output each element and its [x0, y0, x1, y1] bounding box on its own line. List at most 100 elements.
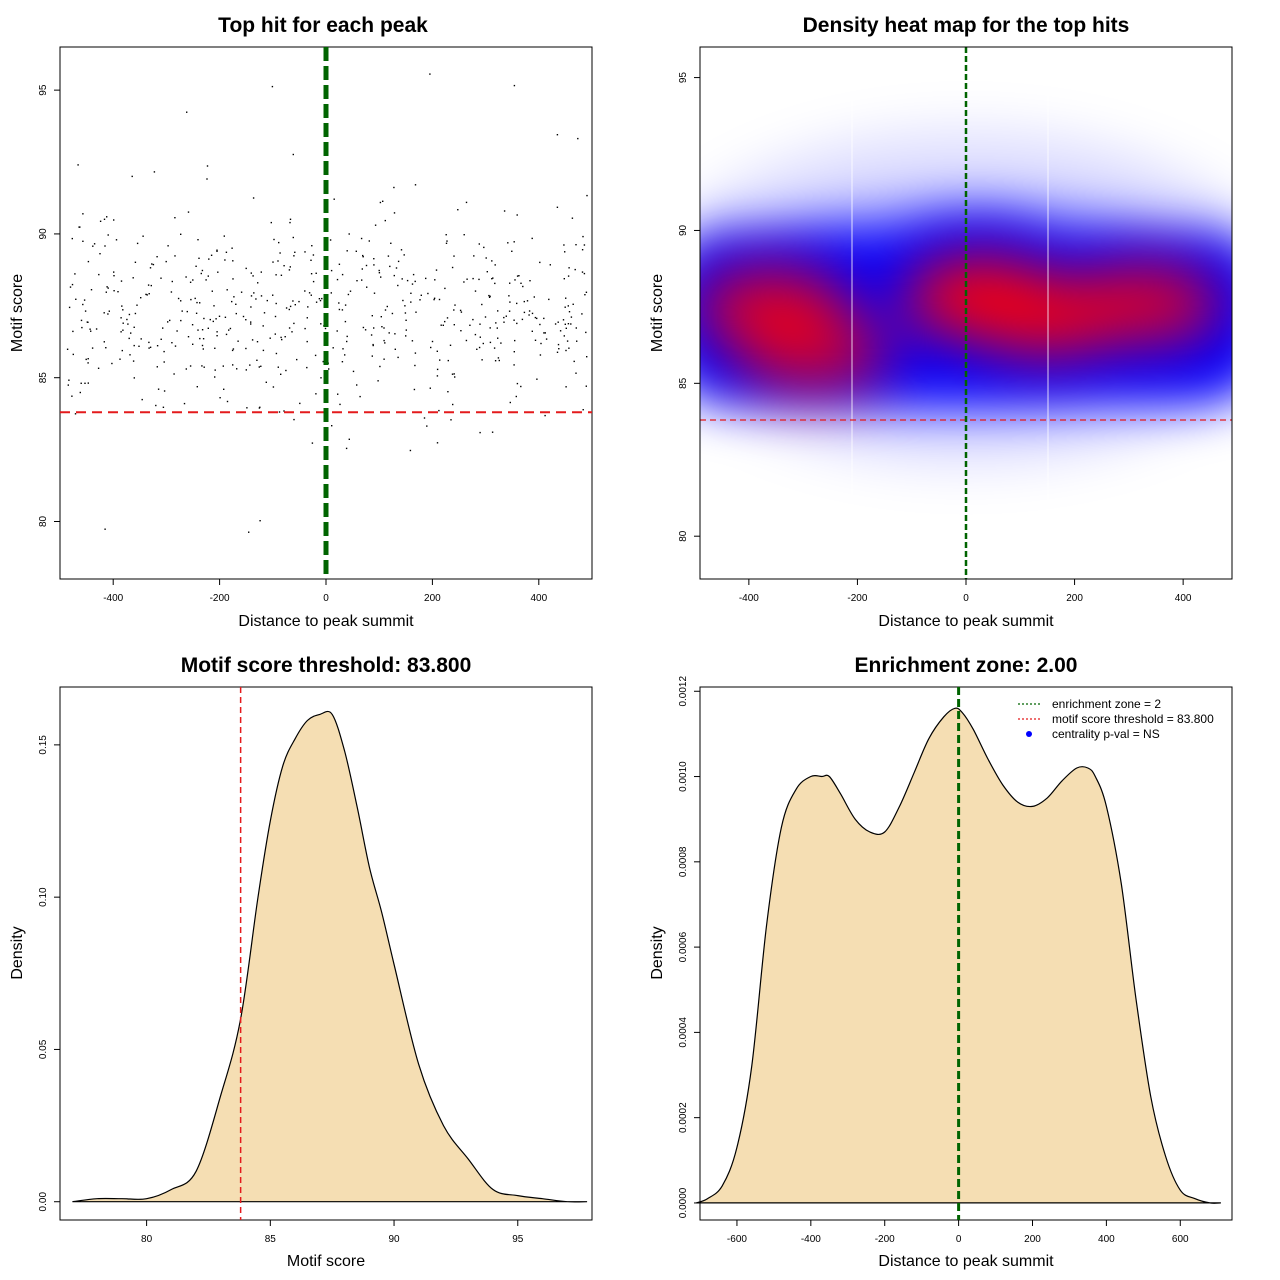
scatter-point [211, 290, 213, 292]
x-tick-label: -400 [739, 593, 759, 604]
heatmap-area [700, 47, 1232, 579]
scatter-point [378, 272, 381, 274]
scatter-point [400, 249, 403, 251]
scatter-point [548, 298, 550, 301]
scatter-point [293, 322, 295, 325]
y-tick-label: 0.0000 [678, 1187, 689, 1218]
scatter-point [231, 349, 234, 352]
scatter-point [575, 372, 577, 374]
scatter-point [380, 316, 382, 318]
y-tick-label: 85 [678, 377, 689, 389]
scatter-point [438, 298, 441, 301]
scatter-title: Top hit for each peak [218, 14, 428, 37]
scatter-point [283, 410, 285, 412]
scatter-point [345, 447, 348, 450]
scatter-point [119, 358, 121, 360]
scatter-point [473, 255, 475, 257]
scatter-point [333, 198, 335, 200]
score-density-title: Motif score threshold: 83.800 [181, 654, 472, 677]
scatter-point [167, 321, 169, 323]
scatter-point [292, 300, 294, 302]
scatter-point [260, 295, 263, 297]
scatter-point [289, 218, 292, 220]
scatter-point [585, 291, 588, 293]
scatter-point [174, 345, 177, 347]
scatter-point [449, 344, 452, 346]
scatter-point [469, 324, 471, 326]
scatter-point [160, 338, 162, 340]
y-tick-label: 0.05 [38, 1039, 49, 1059]
scatter-point [174, 217, 176, 219]
scatter-point [439, 359, 441, 361]
scatter-point [71, 237, 73, 240]
scatter-point [405, 329, 407, 331]
scatter-point [513, 319, 515, 321]
x-tick-label: 200 [424, 593, 441, 604]
scatter-point [486, 271, 488, 273]
scatter-point [273, 238, 275, 241]
scatter-point [465, 339, 468, 342]
scatter-point [103, 312, 105, 314]
scatter-point [82, 240, 84, 242]
scatter-point [233, 296, 235, 298]
scatter-point [505, 315, 507, 317]
scatter-point [208, 258, 210, 260]
heatmap-title: Density heat map for the top hits [803, 14, 1130, 37]
scatter-point [224, 316, 227, 318]
scatter-point [479, 336, 481, 338]
scatter-point [531, 330, 533, 332]
scatter-point [515, 395, 517, 398]
scatter-point [218, 315, 221, 317]
scatter-point [121, 349, 123, 352]
scatter-point [129, 354, 131, 356]
scatter-point [586, 356, 588, 358]
scatter-point [294, 304, 296, 306]
scatter-point [106, 286, 108, 288]
scatter-point [568, 347, 570, 349]
scatter-point [447, 391, 449, 393]
scatter-point [209, 318, 211, 321]
scatter-point [80, 319, 83, 322]
scatter-point [269, 337, 271, 339]
scatter-point [315, 393, 317, 395]
scatter-point [336, 330, 338, 332]
scatter-point [240, 291, 243, 293]
scatter-point [544, 414, 546, 417]
scatter-point [277, 260, 279, 262]
scatter-point [481, 359, 483, 361]
scatter-point [362, 254, 364, 257]
scatter-point [509, 301, 511, 303]
y-tick-label: 0.15 [38, 735, 49, 755]
scatter-point [564, 323, 566, 325]
scatter-point [436, 368, 439, 371]
scatter-point [479, 323, 481, 325]
scatter-point [113, 219, 115, 221]
scatter-point [225, 333, 228, 336]
scatter-point [576, 340, 578, 342]
scatter-point [549, 264, 551, 266]
scatter-point [330, 269, 333, 272]
scatter-point [559, 330, 562, 332]
scatter-point [511, 250, 513, 252]
scatter-point [248, 531, 250, 533]
scatter-point [185, 276, 187, 278]
scatter-point [245, 267, 247, 270]
scatter-point [291, 331, 293, 333]
scatter-point [83, 299, 86, 301]
scatter-point [120, 280, 123, 282]
scatter-point [346, 335, 348, 338]
scatter-y-ticks: 80 85 90 95 [38, 84, 60, 527]
scatter-point [315, 301, 318, 303]
x-tick-label: 0 [323, 593, 329, 604]
scatter-point [361, 268, 363, 270]
scatter-point [250, 321, 252, 323]
scatter-point [570, 316, 573, 318]
scatter-point [107, 287, 109, 289]
scatter-point [436, 350, 438, 352]
scatter-point [381, 326, 383, 328]
scatter-points [66, 73, 588, 533]
scatter-point [177, 297, 180, 300]
scatter-point [494, 264, 496, 266]
scatter-point [90, 330, 92, 332]
